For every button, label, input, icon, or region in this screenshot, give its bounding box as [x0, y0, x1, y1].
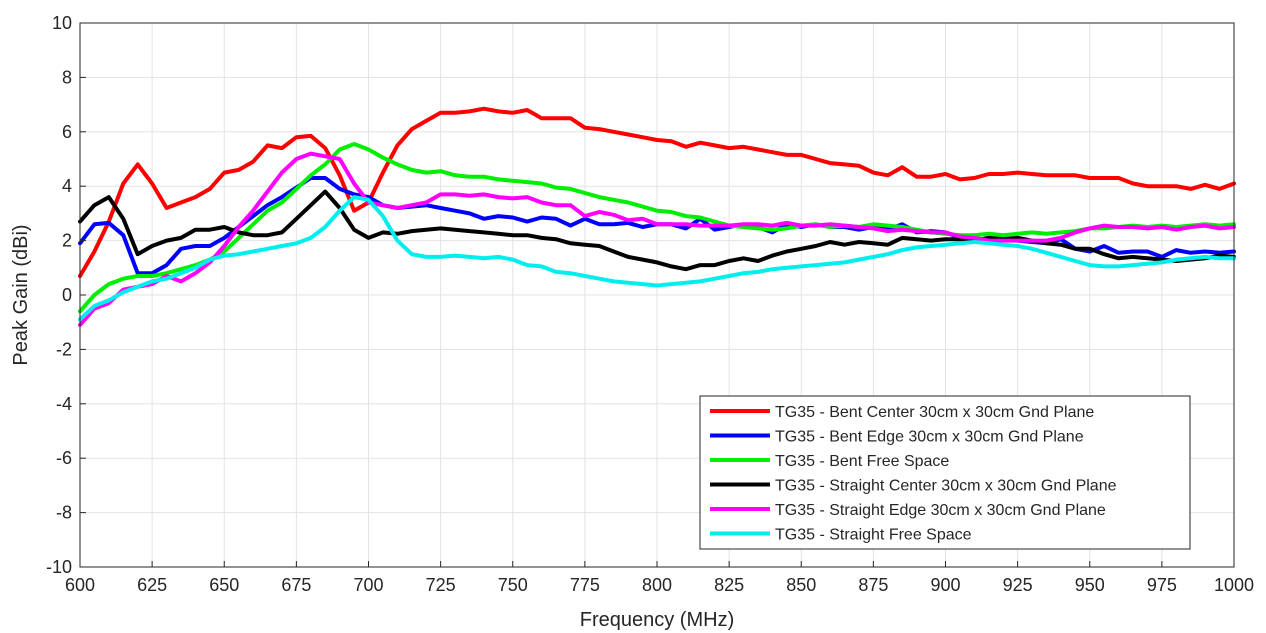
y-tick-label: -10: [46, 557, 72, 577]
series-line-1: [78, 106, 1236, 278]
x-tick-label: 700: [353, 575, 383, 595]
series-line-6: [78, 195, 1236, 322]
x-tick-label: 625: [137, 575, 167, 595]
legend-entry: TG35 - Bent Edge 30cm x 30cm Gnd Plane: [775, 429, 1084, 446]
y-axis-ticks: -10 -8 -6 -4 -2 0 2 4 6 8 10: [46, 13, 86, 577]
series-line-3: [78, 142, 1236, 314]
x-tick-label: 900: [930, 575, 960, 595]
series-line-5: [78, 151, 1236, 327]
y-tick-label: 2: [62, 231, 72, 251]
y-tick-label: -4: [56, 394, 72, 414]
x-tick-label: 850: [786, 575, 816, 595]
y-tick-label: 8: [62, 67, 72, 87]
x-tick-label: 1000: [1214, 575, 1254, 595]
legend-entry: TG35 - Bent Free Space: [775, 453, 949, 470]
y-tick-label: -8: [56, 503, 72, 523]
y-tick-label: 0: [62, 285, 72, 305]
y-tick-label: 4: [62, 176, 72, 196]
x-tick-label: 600: [65, 575, 95, 595]
y-tick-label: 10: [52, 13, 72, 33]
legend-entry: TG35 - Straight Center 30cm x 30cm Gnd P…: [775, 478, 1117, 495]
y-axis-label: Peak Gain (dBi): [10, 224, 32, 365]
x-axis-label: Frequency (MHz): [580, 609, 734, 631]
x-tick-label: 975: [1147, 575, 1177, 595]
y-tick-label: -2: [56, 339, 72, 359]
x-tick-label: 800: [642, 575, 672, 595]
x-axis-ticks: 600 625 650 675 700 725 750 775 800 825 850 875 900 9…: [65, 561, 1254, 595]
x-tick-label: 825: [714, 575, 744, 595]
x-tick-label: 650: [209, 575, 239, 595]
x-tick-label: 875: [858, 575, 888, 595]
legend-entry: TG35 - Straight Edge 30cm x 30cm Gnd Pla…: [775, 502, 1106, 519]
x-tick-label: 950: [1075, 575, 1105, 595]
legend-entry: TG35 - Straight Free Space: [775, 527, 972, 544]
legend-box: [699, 395, 1191, 550]
series-lines: [78, 106, 1236, 327]
x-tick-label: 675: [281, 575, 311, 595]
x-tick-label: 925: [1003, 575, 1033, 595]
x-tick-label: 775: [570, 575, 600, 595]
x-tick-label: 750: [498, 575, 528, 595]
x-tick-label: 725: [426, 575, 456, 595]
legend-entry: TG35 - Bent Center 30cm x 30cm Gnd Plane: [775, 404, 1094, 421]
y-tick-label: -6: [56, 448, 72, 468]
legend: TG35 - Bent Center 30cm x 30cm Gnd Plane…: [699, 395, 1191, 550]
y-tick-label: 6: [62, 122, 72, 142]
